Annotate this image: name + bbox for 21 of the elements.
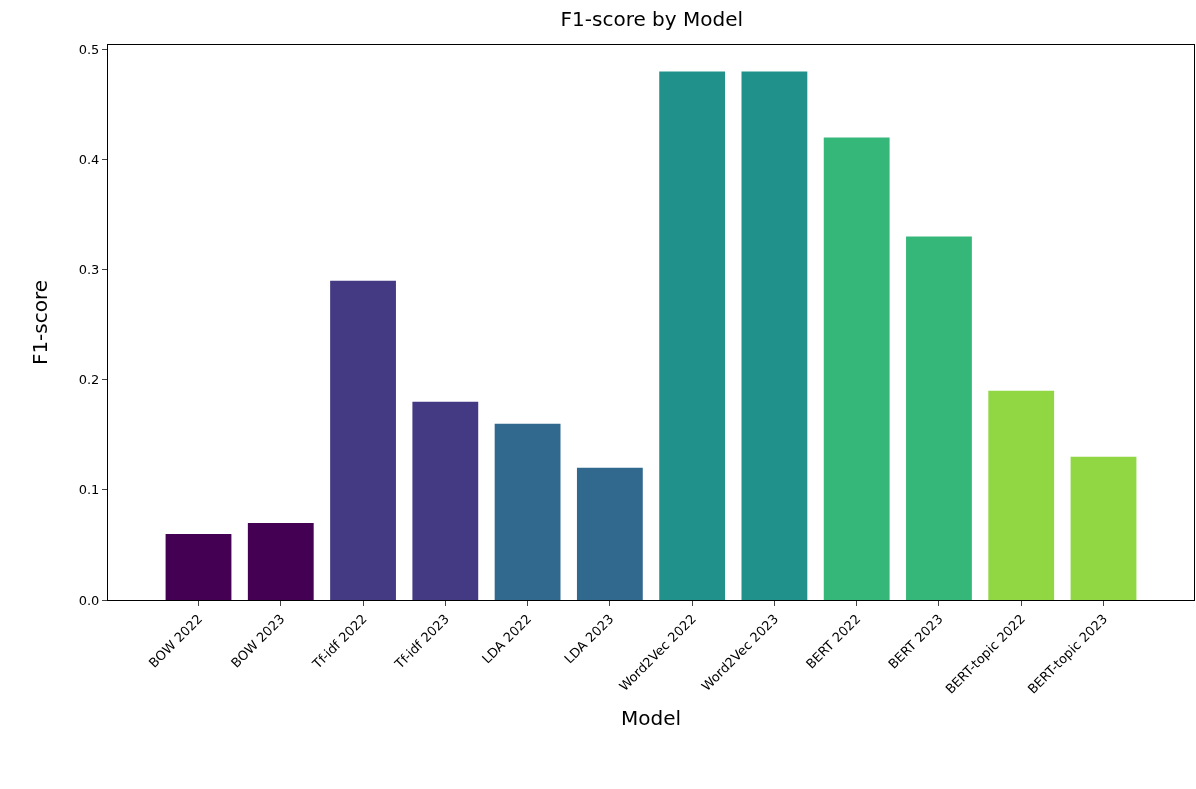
y-tick-label: 0.0 [78,592,100,608]
bar [906,236,972,600]
y-tick-label: 0.5 [78,41,100,57]
bar [247,522,314,600]
y-tick-label: 0.4 [78,152,100,168]
bar [165,533,232,600]
bar [1070,456,1137,600]
bar [823,137,890,600]
bar [659,71,726,600]
y-tick-label: 0.1 [78,482,100,498]
chart-title: F1-score by Model [560,6,744,31]
bar [330,280,396,600]
bar [741,71,808,600]
y-tick-label: 0.2 [78,372,100,388]
y-tick-label: 0.3 [78,262,100,278]
y-axis-title: F1-score [28,279,53,366]
x-axis-title: Model [620,706,682,731]
bar [412,401,479,600]
bar [576,467,643,600]
bar [988,390,1055,600]
bar [494,423,561,600]
